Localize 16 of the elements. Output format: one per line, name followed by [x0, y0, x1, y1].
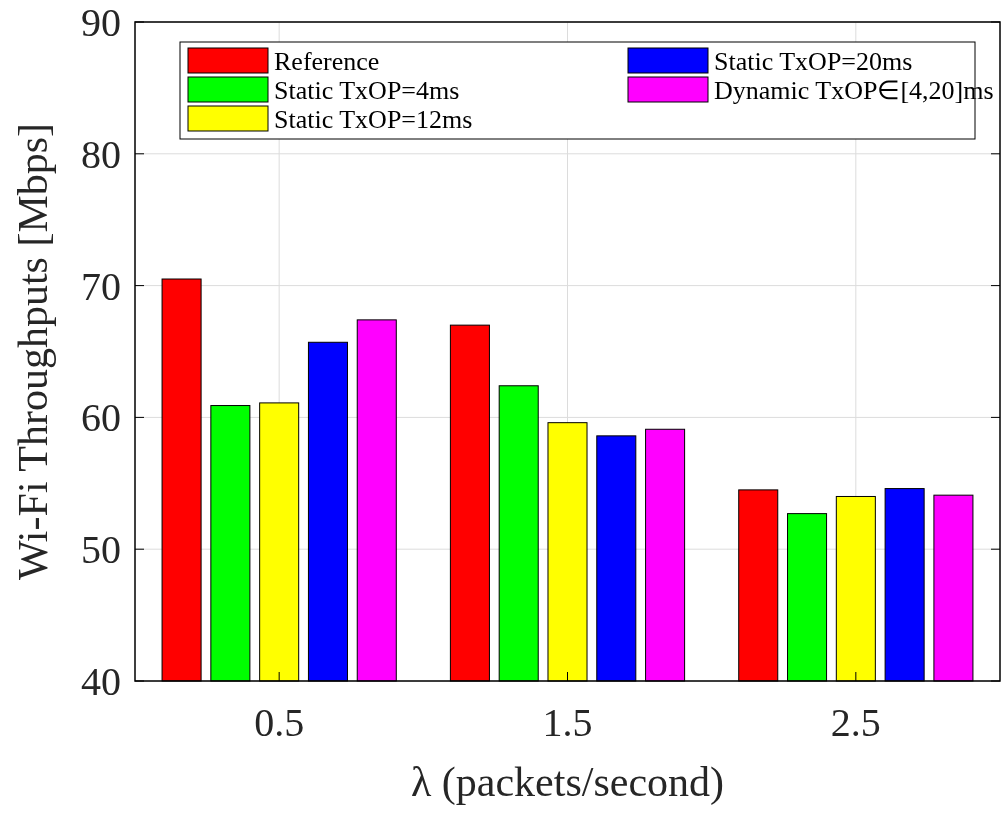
legend-label: Static TxOP=20ms	[714, 46, 913, 76]
y-tick-label: 60	[81, 395, 121, 441]
legend-label: Dynamic TxOP∈[4,20]ms	[714, 75, 994, 105]
y-tick-label: 80	[81, 131, 121, 177]
y-tick-label: 40	[81, 659, 121, 704]
legend-label: Static TxOP=12ms	[274, 104, 473, 134]
y-tick-label: 50	[81, 527, 121, 573]
x-tick-label: 2.5	[830, 700, 881, 745]
legend-label: Static TxOP=4ms	[274, 75, 460, 105]
x-tick-label: 1.5	[542, 700, 593, 745]
legend-label: Reference	[274, 46, 380, 76]
y-tick-label: 90	[81, 0, 121, 45]
y-axis-title: Wi-Fi Throughputs [Mbps]	[10, 122, 56, 581]
x-tick-label: 0.5	[254, 700, 305, 745]
y-tick-label: 70	[81, 263, 121, 309]
x-axis-title: λ (packets/second)	[410, 759, 725, 806]
